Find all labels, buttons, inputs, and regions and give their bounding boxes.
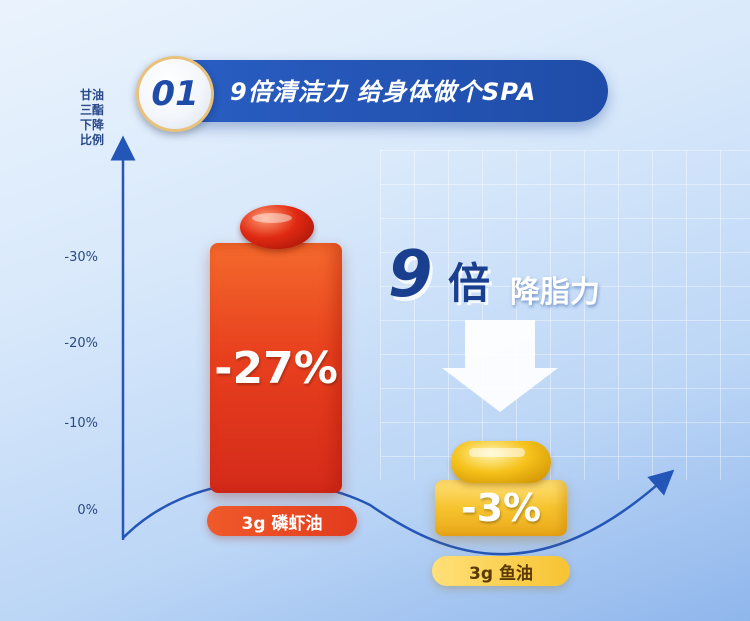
y-tick-label: -30% [64, 250, 98, 265]
multiplier-unit: 倍 [448, 259, 491, 308]
y-tick-label: -20% [64, 336, 98, 351]
multiplier-description: 降脂力 [510, 275, 600, 310]
trend-curve [122, 469, 675, 556]
bar-value-label: -27% [214, 342, 338, 394]
category-label: 3g 鱼油 [432, 556, 570, 586]
y-axis-title: 甘油三酯下降比例 [80, 88, 105, 147]
fish-oil-capsule-icon [451, 441, 551, 483]
page-title: 9倍清洁力 给身体做个SPA [230, 78, 537, 106]
y-tick-label: -10% [64, 416, 98, 431]
krill-oil-capsule-icon [240, 205, 314, 249]
y-tick-label: 0% [77, 503, 98, 518]
bar-fish-oil: -3% [435, 480, 567, 536]
background-grid [380, 150, 750, 480]
down-arrow-icon [442, 320, 558, 412]
category-label: 3g 磷虾油 [207, 506, 357, 536]
section-number-badge: 01 [136, 56, 214, 132]
bar-krill-oil: -27% [210, 243, 342, 493]
multiplier-number: 9 [388, 238, 433, 312]
bar-value-label: -3% [460, 486, 542, 530]
section-number: 01 [151, 74, 199, 114]
title-banner [142, 60, 608, 122]
